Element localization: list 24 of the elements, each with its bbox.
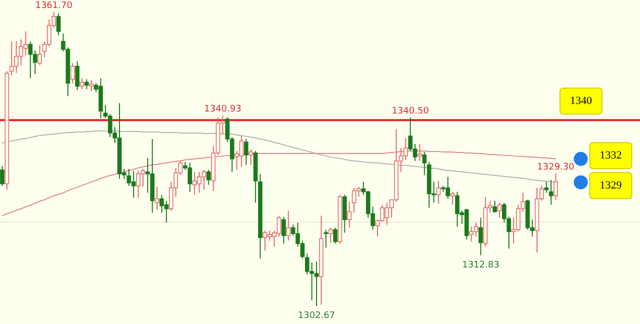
- annotation: 1312.83: [462, 260, 500, 270]
- candlestick: [478, 217, 483, 256]
- candlestick: [126, 168, 132, 186]
- text: 1332: [600, 150, 622, 162]
- candlestick: [544, 181, 549, 194]
- candlestick: [286, 210, 291, 242]
- candlestick: [319, 215, 324, 306]
- candlestick: [282, 216, 286, 244]
- candlestick: [548, 179, 554, 206]
- annotation: 1361.70: [35, 1, 73, 11]
- candlestick: [418, 143, 422, 162]
- annotation: 1340.93: [204, 104, 242, 114]
- ref-line-label: 1340: [570, 95, 592, 108]
- annotation: 1329.30: [537, 162, 575, 172]
- candlestick: [154, 186, 160, 210]
- text: 1329: [600, 180, 622, 192]
- candlestick: [38, 44, 42, 66]
- annotation: 1302.67: [298, 311, 336, 321]
- candlestick: [258, 173, 262, 260]
- annotation: 1340.50: [392, 106, 430, 117]
- candlestick: [347, 201, 352, 228]
- candlestick: [436, 180, 441, 204]
- candlestick: [554, 172, 558, 200]
- candlestick: [89, 80, 94, 92]
